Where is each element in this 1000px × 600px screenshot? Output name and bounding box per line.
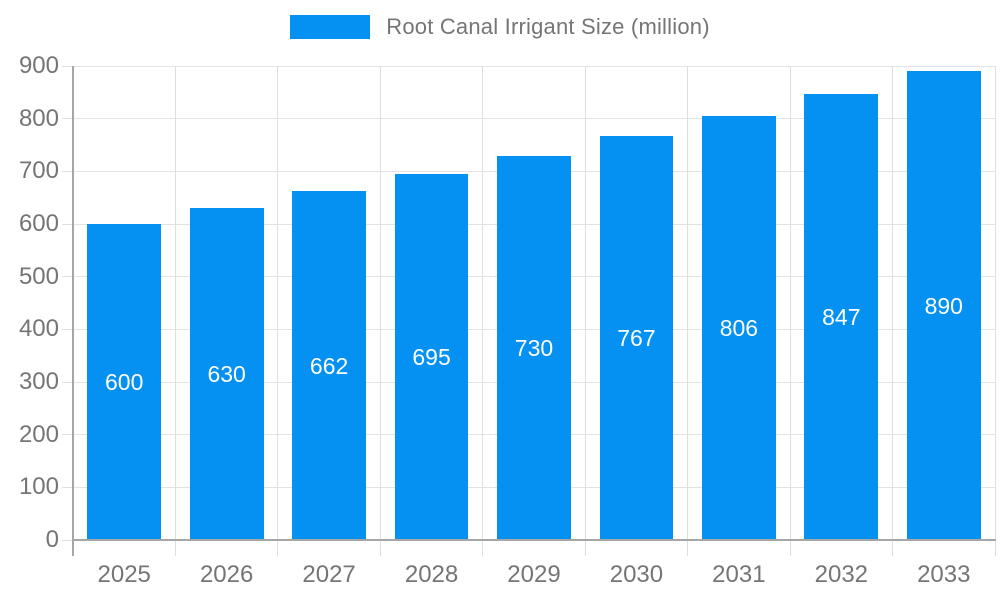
bar-2033[interactable] — [906, 71, 981, 539]
y-tick-mark — [62, 381, 73, 383]
bar-2032[interactable] — [804, 93, 879, 539]
y-tick-mark — [62, 539, 73, 541]
x-gridline — [892, 66, 894, 556]
bar-2026[interactable] — [189, 208, 264, 539]
y-tick-label: 600 — [18, 210, 59, 237]
x-gridline — [789, 66, 791, 556]
y-tick-mark — [62, 434, 73, 436]
legend[interactable]: Root Canal Irrigant Size (million) — [0, 14, 1000, 40]
y-tick-label: 300 — [18, 368, 59, 395]
x-tick-label: 2031 — [712, 561, 766, 588]
y-tick-mark — [62, 170, 73, 172]
x-gridline — [174, 66, 176, 556]
y-tick-label: 100 — [18, 473, 59, 501]
y-tick-label: 500 — [18, 262, 59, 290]
y-tick-mark — [62, 118, 73, 120]
x-tick-label: 2026 — [199, 561, 254, 588]
y-tick-mark — [62, 328, 73, 330]
y-tick-mark — [62, 65, 73, 67]
x-tick-label: 2027 — [302, 561, 356, 588]
y-axis-line — [72, 66, 74, 556]
x-tick-label: 2033 — [917, 561, 971, 588]
y-tick-label: 200 — [18, 420, 59, 448]
y-tick-label: 800 — [18, 104, 59, 132]
x-gridline — [584, 66, 586, 556]
y-tick-label: 0 — [45, 526, 59, 553]
y-tick-mark — [62, 223, 73, 225]
y-gridline — [73, 118, 995, 120]
x-gridline — [277, 66, 279, 556]
y-tick-label: 400 — [18, 315, 59, 343]
bar-2027[interactable] — [292, 191, 366, 539]
y-tick-label: 900 — [18, 52, 59, 79]
x-tick-label: 2030 — [609, 561, 664, 588]
bar-2030[interactable] — [599, 136, 674, 539]
bar-2029[interactable] — [497, 155, 571, 539]
x-tick-label: 2028 — [404, 561, 459, 588]
x-gridline — [482, 66, 484, 556]
x-tick-label: 2025 — [97, 561, 151, 588]
x-axis-line — [72, 539, 996, 541]
x-gridline — [687, 66, 689, 556]
bar-2025[interactable] — [87, 224, 162, 539]
bar-2028[interactable] — [394, 173, 469, 539]
y-tick-label: 700 — [18, 157, 59, 185]
y-gridline — [73, 65, 995, 67]
x-gridline — [379, 66, 381, 556]
bar-2031[interactable] — [702, 115, 776, 539]
x-tick-label: 2032 — [814, 561, 869, 588]
legend-swatch — [290, 15, 371, 39]
x-tick-label: 2029 — [507, 561, 561, 588]
y-tick-mark — [62, 276, 73, 278]
y-tick-mark — [62, 486, 73, 488]
x-gridline — [994, 66, 996, 556]
legend-label: Root Canal Irrigant Size (million) — [386, 14, 710, 39]
